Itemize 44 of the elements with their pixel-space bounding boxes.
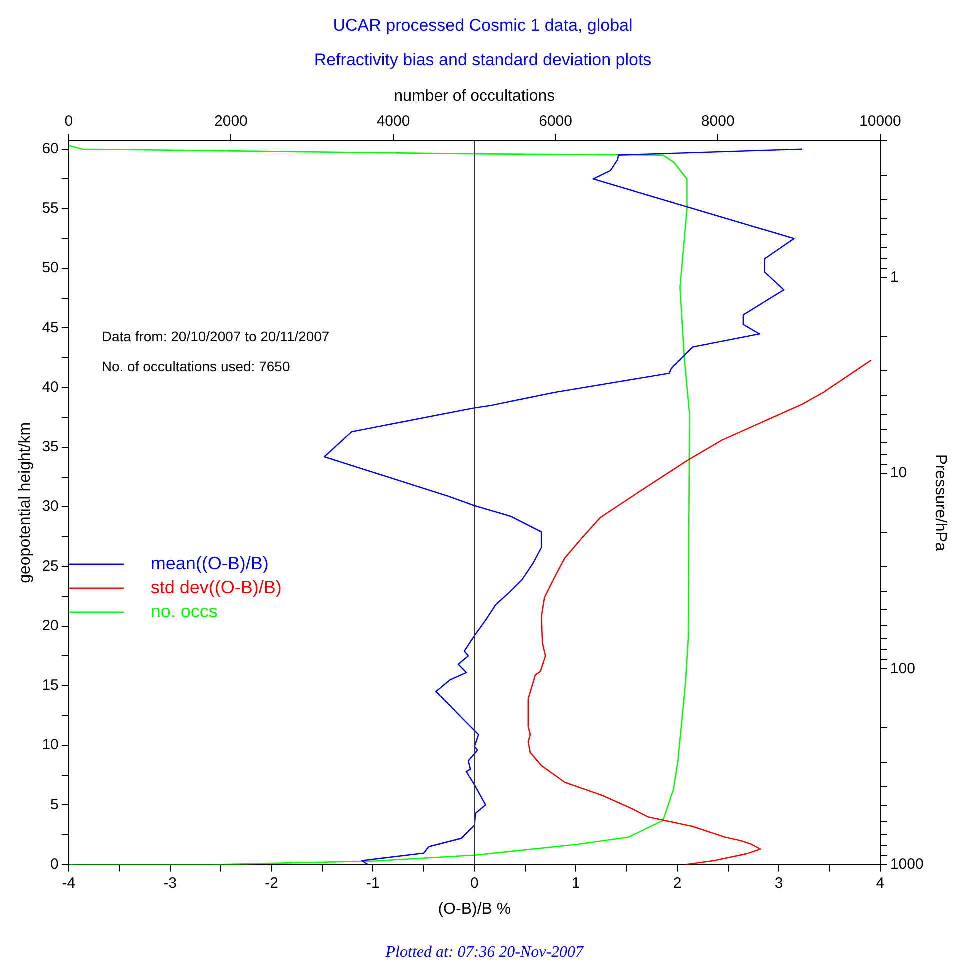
x2-tick-label: 10000 (860, 113, 902, 130)
x-tick-label: 0 (470, 874, 479, 892)
y-tick-label: 25 (42, 558, 59, 575)
y-tick-label: 20 (42, 617, 59, 634)
x2-tick-label: 6000 (539, 113, 572, 130)
x2-tick-label: 4000 (376, 113, 410, 130)
y-tick-label: 40 (42, 378, 59, 396)
y-tick-label: 5 (50, 796, 59, 814)
y-tick-label: 15 (42, 677, 59, 694)
y-tick-label: 30 (42, 498, 59, 516)
annotation: Data from: 20/10/2007 to 20/11/2007 (102, 328, 330, 344)
y-tick-label: 35 (42, 438, 59, 456)
y-axis-title: geopotential height/km (17, 422, 34, 584)
x-tick-label: 4 (876, 874, 885, 892)
annotation: No. of occultations used: 7650 (102, 358, 290, 374)
y-tick-label: 55 (42, 200, 59, 218)
chart-title: UCAR processed Cosmic 1 data, global (333, 16, 633, 35)
x-axis-title: (O-B)/B % (438, 900, 512, 918)
y2-tick-label: 100 (890, 660, 916, 678)
y2-axis-title: Pressure/hPa (932, 454, 949, 552)
x-tick-label: -1 (366, 874, 380, 892)
x-tick-label: -2 (265, 874, 278, 892)
y-tick-label: 60 (42, 140, 59, 158)
x-tick-label: 2 (673, 874, 682, 892)
text: Plotted at: 07:36 20-Nov-2007 (384, 944, 585, 961)
legend-label: no. occs (150, 601, 218, 622)
x-tick-label: 1 (572, 874, 580, 892)
y-tick-label: 10 (42, 736, 59, 754)
y2-tick-label: 10 (890, 464, 908, 482)
y-tick-label: 0 (50, 856, 59, 873)
chart-subtitle: Refractivity bias and standard deviation plots (314, 50, 652, 70)
legend-label: std dev((O-B)/B) (150, 577, 282, 598)
y2-tick-label: 1 (890, 268, 899, 286)
x2-axis-title: number of occultations (394, 88, 556, 105)
x-tick-label: -3 (164, 874, 177, 892)
y-tick-label: 45 (42, 319, 59, 336)
y-tick-label: 50 (42, 260, 59, 277)
y2-tick-label: 1000 (890, 856, 924, 873)
x-tick-label: 3 (774, 874, 784, 892)
x2-tick-label: 8000 (701, 113, 735, 130)
legend-label: mean((O-B)/B) (150, 553, 269, 574)
x2-tick-label: 2000 (214, 113, 248, 130)
x-tick-label: -4 (62, 874, 76, 892)
x2-tick-label: 0 (64, 113, 74, 130)
